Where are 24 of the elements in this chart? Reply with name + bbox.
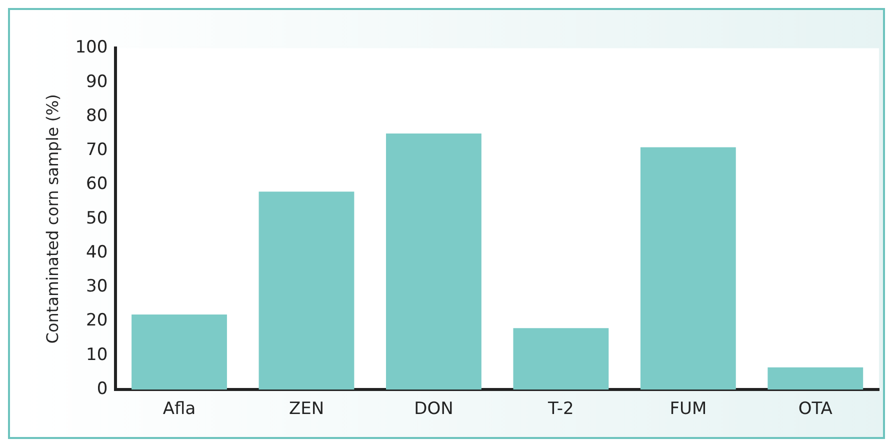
y-tick-label: 90 (86, 72, 108, 92)
bar (258, 192, 354, 390)
x-tick-label: DON (414, 399, 454, 420)
x-tick-label: T-2 (547, 399, 574, 420)
y-tick-label: 50 (86, 208, 108, 228)
y-tick-label: 60 (86, 174, 108, 194)
bar (640, 147, 736, 390)
y-tick-label: 80 (86, 106, 108, 126)
y-tick-label: 40 (86, 242, 108, 262)
x-tick-label: ZEN (288, 399, 324, 420)
x-tick-label: OTA (798, 399, 833, 420)
y-axis-title: Contaminated corn sample (%) (42, 94, 62, 344)
y-tick-label: 10 (86, 344, 108, 365)
y-tick-label: 30 (86, 276, 108, 297)
bar (768, 367, 864, 390)
y-tick-label: 100 (75, 38, 108, 58)
y-tick-label: 70 (86, 140, 108, 160)
bar (132, 314, 227, 390)
bar (386, 134, 482, 390)
y-tick-label: 20 (86, 310, 108, 331)
bar (513, 328, 609, 390)
y-tick-label: 0 (96, 379, 108, 400)
x-tick-label: FUM (670, 399, 707, 420)
x-tick-label: Afla (162, 399, 196, 420)
